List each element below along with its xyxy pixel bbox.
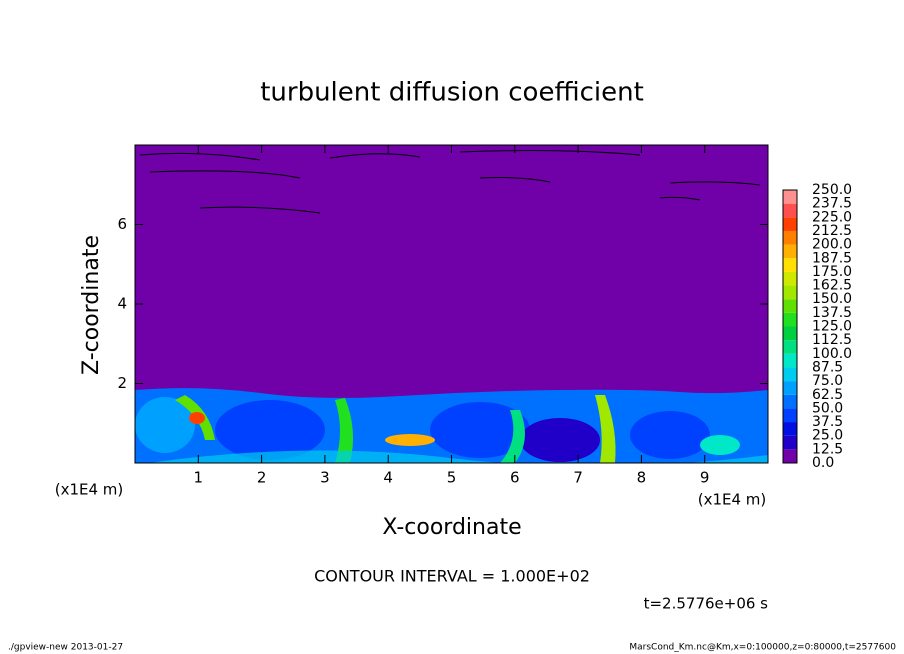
colorbar-label: 162.5 (812, 278, 852, 294)
colorbar-bin (783, 190, 797, 204)
x-tick-label: 4 (383, 469, 393, 487)
colorbar-label: 25.0 (812, 428, 843, 444)
y-axis-title: Z-coordinate (79, 235, 104, 375)
colorbar-label: 212.5 (812, 223, 852, 239)
colorbar-label: 37.5 (812, 414, 843, 430)
colorbar-bin (783, 285, 797, 300)
colorbar-bin (783, 367, 797, 382)
colorbar-label: 125.0 (812, 319, 852, 335)
time-label: t=2.5776e+06 s (644, 595, 769, 613)
x-tick-label: 9 (700, 469, 710, 487)
colorbar-label: 0.0 (812, 455, 834, 471)
x-tick-label: 2 (257, 469, 267, 487)
colorbar-bin (783, 422, 797, 436)
colorbar-bin (783, 230, 797, 245)
colorbar-bin (783, 340, 797, 354)
colorbar-bin (783, 217, 797, 231)
colorbar-frame (782, 189, 798, 464)
y-tick-label: 6 (117, 215, 127, 233)
colorbar-label: 87.5 (812, 359, 843, 375)
colorbar-bin (783, 326, 797, 341)
colorbar-label: 200.0 (812, 237, 852, 253)
x-axis-title: X-coordinate (382, 515, 521, 540)
footer-right: MarsCond_Km.nc@Km,x=0:100000,z=0:80000,t… (629, 643, 896, 653)
x-tick-label: 7 (573, 469, 583, 487)
footer-left: ./gpview-new 2013-01-27 (8, 643, 123, 653)
contour-interval: CONTOUR INTERVAL = 1.000E+02 (314, 567, 590, 586)
colorbar-label: 250.0 (812, 182, 852, 198)
colorbar-bin (783, 394, 797, 409)
colorbar-bin (783, 449, 797, 463)
colorbar-bin (783, 271, 797, 286)
colorbar-bin (783, 244, 797, 259)
colorbar-label: 237.5 (812, 196, 852, 212)
colorbar-bin (783, 353, 797, 368)
colorbar-bin (783, 435, 797, 450)
colorbar-label: 50.0 (812, 400, 843, 416)
colorbar-label: 112.5 (812, 332, 852, 348)
chart-title: turbulent diffusion coefficient (260, 78, 644, 108)
x-tick-label: 1 (194, 469, 204, 487)
colorbar-label: 225.0 (812, 209, 852, 225)
x-tick-label: 8 (637, 469, 647, 487)
colorbar-bin (783, 381, 797, 395)
colorbar-bin (783, 258, 797, 272)
turbulent-layer (135, 150, 768, 463)
colorbar-bin (783, 312, 797, 327)
x-unit-label: (x1E4 m) (698, 491, 767, 509)
colorbar-bin (783, 299, 797, 313)
colorbar-label: 137.5 (812, 305, 852, 321)
x-unit-label: (x1E4 m) (55, 481, 124, 499)
x-tick-label: 3 (320, 469, 330, 487)
x-tick-label: 5 (447, 469, 457, 487)
colorbar-label: 75.0 (812, 373, 843, 389)
colorbar-label: 187.5 (812, 250, 852, 266)
colorbar-bin (783, 203, 797, 218)
colorbar-label: 150.0 (812, 291, 852, 307)
y-tick-label: 2 (117, 374, 127, 392)
colorbar-label: 100.0 (812, 346, 852, 362)
colorbar-label: 62.5 (812, 387, 843, 403)
colorbar-bin (783, 408, 797, 423)
colorbar-label: 12.5 (812, 441, 843, 457)
x-tick-label: 6 (510, 469, 520, 487)
y-tick-label: 4 (117, 295, 127, 313)
colorbar-label: 175.0 (812, 264, 852, 280)
